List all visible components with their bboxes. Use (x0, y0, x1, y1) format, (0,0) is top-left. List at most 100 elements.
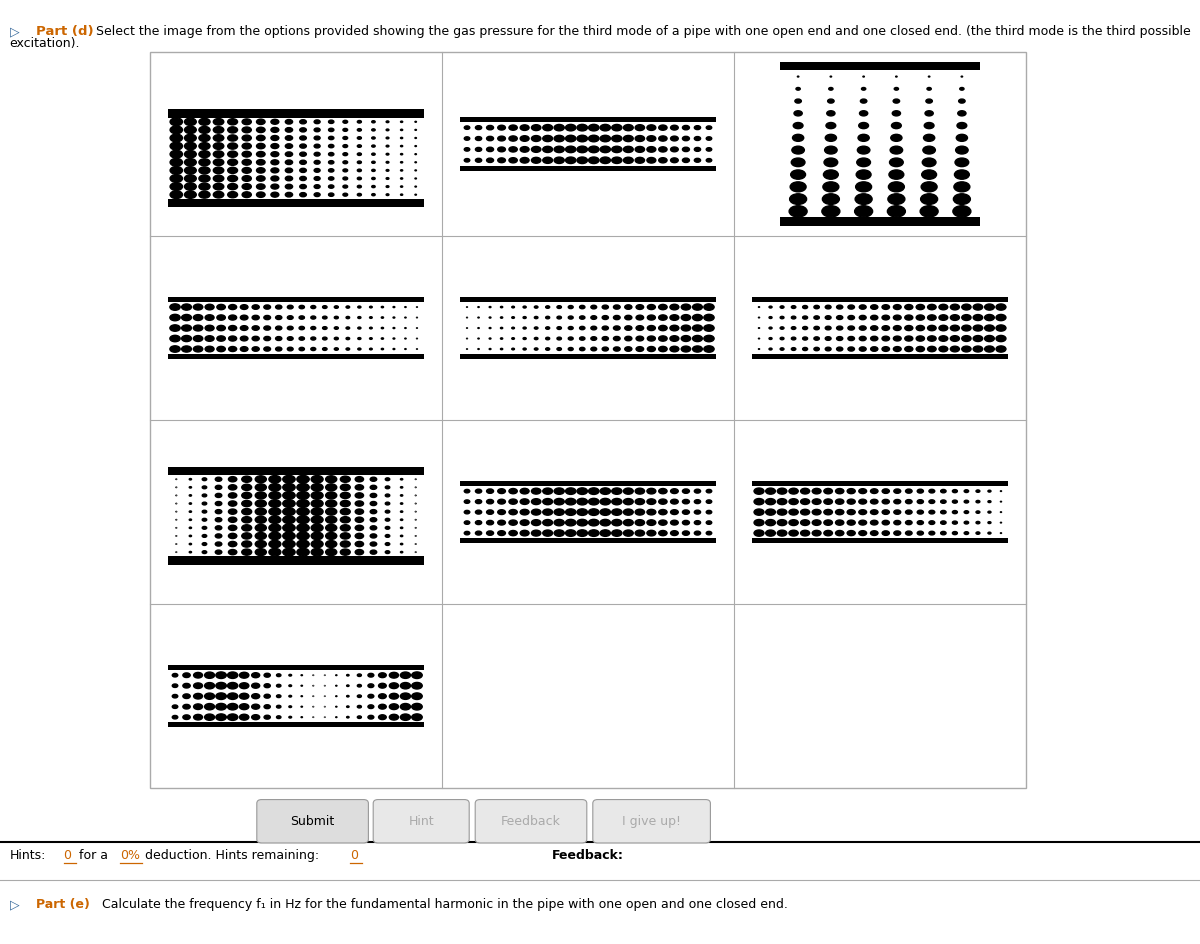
Circle shape (847, 510, 856, 514)
Circle shape (976, 500, 980, 503)
Circle shape (242, 192, 251, 197)
Circle shape (300, 144, 306, 148)
Circle shape (170, 134, 182, 142)
Circle shape (858, 134, 869, 142)
Circle shape (803, 347, 808, 350)
Circle shape (683, 510, 690, 514)
Circle shape (635, 509, 644, 515)
Circle shape (346, 316, 349, 319)
Circle shape (475, 531, 481, 535)
Circle shape (800, 520, 810, 526)
Circle shape (193, 335, 203, 342)
Circle shape (557, 327, 562, 329)
Text: 0: 0 (64, 849, 72, 862)
Circle shape (181, 304, 192, 311)
Circle shape (252, 673, 259, 678)
Text: Hints:: Hints: (10, 849, 46, 862)
Circle shape (659, 520, 667, 525)
Circle shape (565, 488, 576, 495)
Circle shape (671, 531, 678, 535)
Circle shape (276, 674, 281, 677)
Circle shape (848, 315, 854, 320)
Circle shape (401, 503, 403, 504)
Circle shape (269, 524, 281, 531)
Circle shape (182, 715, 191, 719)
Circle shape (341, 541, 350, 548)
Circle shape (346, 327, 349, 329)
Circle shape (335, 316, 338, 319)
Circle shape (370, 485, 377, 489)
Circle shape (928, 315, 936, 320)
Circle shape (347, 696, 349, 697)
Circle shape (984, 304, 995, 311)
Circle shape (283, 499, 295, 508)
Circle shape (214, 183, 223, 190)
Circle shape (532, 125, 541, 130)
Circle shape (600, 135, 611, 142)
Circle shape (358, 161, 361, 163)
Circle shape (193, 314, 203, 321)
Circle shape (464, 511, 469, 514)
Circle shape (486, 520, 493, 525)
Circle shape (252, 346, 259, 351)
Circle shape (659, 136, 667, 142)
Circle shape (358, 306, 361, 308)
Circle shape (754, 509, 764, 515)
Circle shape (486, 136, 493, 141)
Circle shape (916, 315, 924, 320)
Circle shape (475, 499, 481, 503)
Circle shape (412, 683, 422, 689)
Circle shape (926, 99, 932, 103)
Circle shape (199, 126, 210, 133)
Circle shape (325, 508, 337, 515)
Circle shape (286, 127, 293, 132)
Circle shape (882, 499, 889, 504)
Circle shape (624, 498, 634, 505)
Circle shape (893, 315, 901, 320)
Circle shape (181, 314, 192, 321)
Circle shape (659, 489, 667, 494)
Circle shape (602, 337, 608, 341)
Circle shape (257, 184, 265, 189)
Circle shape (257, 135, 265, 141)
Circle shape (329, 160, 334, 164)
Circle shape (800, 498, 810, 504)
Circle shape (769, 316, 772, 318)
Circle shape (355, 517, 364, 522)
Circle shape (600, 146, 611, 153)
Circle shape (769, 327, 772, 329)
Circle shape (523, 348, 526, 350)
Circle shape (286, 152, 293, 157)
Circle shape (659, 315, 667, 320)
Circle shape (905, 326, 913, 330)
Circle shape (814, 337, 820, 340)
Circle shape (892, 123, 901, 128)
Circle shape (800, 488, 810, 494)
Circle shape (498, 510, 505, 514)
Circle shape (707, 521, 712, 524)
Circle shape (905, 346, 913, 351)
Circle shape (217, 315, 226, 320)
Circle shape (325, 524, 337, 531)
Circle shape (498, 126, 505, 130)
Circle shape (612, 498, 622, 505)
Circle shape (824, 510, 833, 514)
Bar (460, 296, 716, 302)
Circle shape (401, 137, 403, 139)
Circle shape (671, 147, 678, 152)
Circle shape (647, 346, 655, 351)
Circle shape (893, 99, 900, 103)
Circle shape (870, 520, 878, 525)
Circle shape (382, 338, 384, 339)
Circle shape (636, 326, 643, 330)
Circle shape (271, 193, 278, 197)
Bar (460, 480, 716, 486)
Circle shape (173, 673, 178, 677)
Circle shape (386, 194, 389, 195)
Circle shape (754, 498, 764, 505)
Circle shape (961, 325, 971, 331)
Circle shape (794, 99, 802, 103)
Circle shape (612, 519, 622, 526)
Circle shape (205, 314, 214, 320)
Circle shape (602, 305, 608, 309)
